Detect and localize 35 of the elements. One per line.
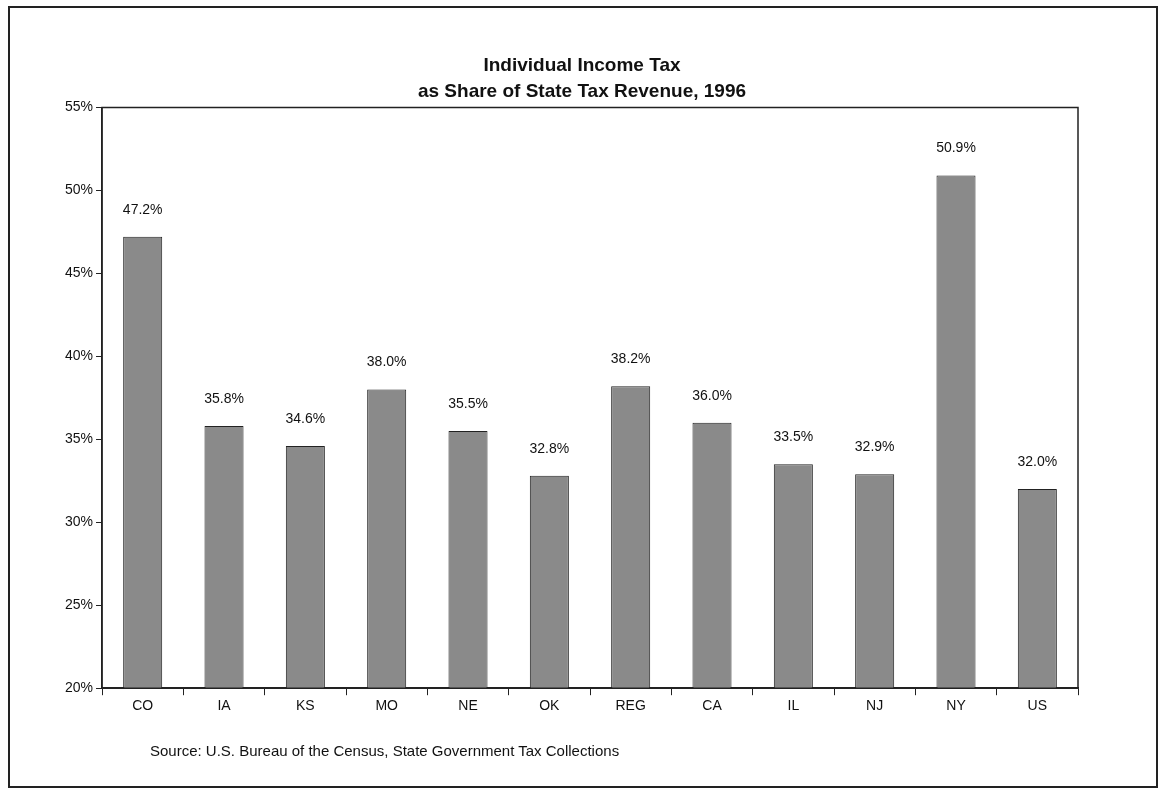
y-tick-label: 35% (64, 430, 94, 447)
x-tick-label: REG (615, 697, 646, 714)
chart-subtitle: as Share of State Tax Revenue, 1996 (417, 80, 747, 101)
x-tick-label: OK (539, 697, 561, 714)
chart-title: Individual Income Tax (482, 53, 682, 77)
x-tick-label: CO (132, 697, 154, 714)
x-tick-label: IA (217, 697, 232, 714)
data-label: 47.2% (122, 200, 163, 217)
y-tick-label: 50% (64, 181, 94, 198)
data-label: 33.5% (773, 428, 814, 445)
x-tick-label: MO (375, 697, 399, 714)
x-tick-label: IL (787, 697, 800, 714)
data-label: 38.0% (366, 353, 407, 370)
y-tick-label: 20% (64, 679, 94, 696)
source-note: Source: U.S. Bureau of the Census, State Government Tax Collections (150, 742, 620, 759)
data-label: 32.0% (1017, 452, 1058, 469)
x-tick-label: US (1027, 697, 1048, 714)
x-tick-label: NE (458, 697, 478, 714)
data-label: 32.8% (529, 439, 570, 456)
y-tick-label: 55% (64, 98, 94, 115)
x-tick-label: CA (702, 697, 723, 714)
y-tick-label: 45% (64, 264, 94, 281)
y-tick-label: 25% (64, 596, 94, 613)
data-label: 34.6% (285, 409, 326, 426)
x-tick-label: NJ (866, 697, 884, 714)
data-label: 35.8% (204, 389, 244, 406)
x-tick-label: KS (296, 697, 315, 714)
data-label: 36.0% (692, 386, 732, 403)
data-label: 35.5% (448, 394, 488, 411)
data-label: 50.9% (936, 139, 976, 156)
y-tick-label: 40% (64, 347, 94, 364)
data-label: 32.9% (854, 437, 895, 454)
x-tick-label: NY (946, 697, 967, 714)
y-tick-label: 30% (64, 513, 94, 530)
data-label: 38.2% (610, 350, 651, 367)
